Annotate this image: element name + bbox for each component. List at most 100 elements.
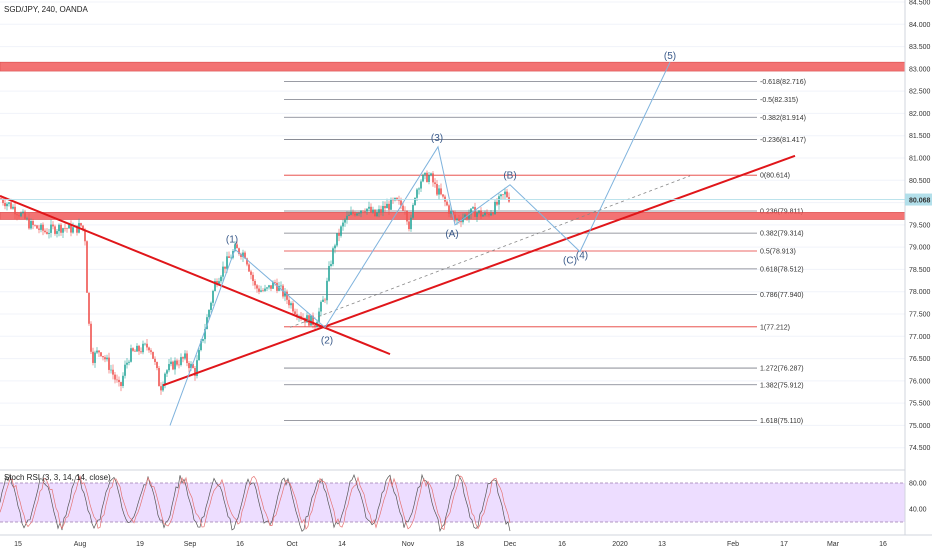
- elliott-waves[interactable]: (1) (2) (3) (A) (B) (C)(4) (5): [169, 51, 676, 426]
- candle-body: [468, 214, 470, 219]
- candle-body: [92, 351, 94, 363]
- candle-body: [452, 210, 454, 215]
- candle-body: [250, 271, 252, 275]
- candle-body: [98, 350, 100, 353]
- candle-body: [106, 357, 108, 360]
- candle-body: [340, 226, 342, 236]
- candle-body: [116, 379, 118, 381]
- candle-body: [412, 204, 414, 218]
- candle-body: [474, 207, 476, 217]
- candle-body: [146, 343, 148, 348]
- time-tick-label: 16: [558, 541, 566, 548]
- candle-body: [432, 173, 434, 183]
- last-price-value: 80.068: [909, 198, 931, 205]
- candle-body: [396, 197, 398, 201]
- candle-body: [240, 253, 242, 257]
- candle-body: [368, 206, 370, 209]
- candle-body: [498, 196, 500, 205]
- candle-body: [158, 368, 160, 387]
- candle-body: [254, 281, 256, 286]
- candle-body: [450, 210, 452, 214]
- candle-body: [402, 205, 404, 211]
- time-tick-label: Aug: [74, 541, 87, 548]
- candle-body: [462, 217, 464, 223]
- candle-body: [160, 386, 162, 391]
- candle-body: [454, 214, 456, 221]
- candle-body: [292, 303, 294, 312]
- candle-body: [206, 317, 208, 330]
- candle-body: [256, 285, 258, 289]
- candle-body: [504, 191, 506, 195]
- candle-body: [270, 285, 272, 289]
- candle-body: [214, 281, 216, 291]
- candle-body: [266, 287, 268, 289]
- candle-body: [132, 348, 134, 351]
- candle-body: [156, 362, 158, 369]
- candle-body: [448, 205, 450, 214]
- chart-title: SGD/JPY, 240, OANDA: [4, 5, 89, 14]
- candle-body: [404, 210, 406, 212]
- candle-body: [344, 219, 346, 223]
- candle-body: [348, 214, 350, 216]
- candle-body: [334, 245, 336, 249]
- candle-body: [94, 352, 96, 363]
- candle-body: [104, 357, 106, 360]
- wave-label: (5): [664, 51, 676, 62]
- price-tick-label: 77.500: [909, 312, 931, 319]
- candle-body: [362, 210, 364, 212]
- price-tick-label: 76.500: [909, 356, 931, 363]
- candle-body: [424, 172, 426, 175]
- candle-body: [80, 223, 82, 226]
- time-tick-label: 18: [456, 541, 464, 548]
- candle-body: [196, 360, 198, 376]
- candle-body: [178, 364, 180, 366]
- candle-body: [338, 233, 340, 236]
- time-tick-label: 19: [136, 541, 144, 548]
- candle-body: [144, 343, 146, 345]
- fib-level-label: 0.382(79.314): [760, 231, 804, 238]
- candle-body: [120, 382, 122, 386]
- candle-body: [342, 222, 344, 227]
- candle-body: [490, 213, 492, 216]
- candle-body: [492, 213, 494, 215]
- candle-body: [204, 329, 206, 340]
- trendlines[interactable]: [0, 154, 796, 387]
- candle-body: [268, 285, 270, 288]
- fib-level-label: 1.272(76.287): [760, 366, 804, 373]
- candle-body: [380, 209, 382, 213]
- candle-body: [34, 225, 36, 226]
- candle-body: [486, 212, 488, 214]
- candle-body: [112, 369, 114, 375]
- fibonacci-retracement[interactable]: -0.618(82.716) -0.5(82.315) -0.382(81.914)…: [284, 79, 806, 425]
- candle-body: [72, 227, 74, 233]
- wave-label: (C): [563, 256, 577, 267]
- fib-level-label: 1.382(75.912): [760, 382, 804, 389]
- candle-body: [358, 213, 360, 215]
- candle-body: [312, 315, 314, 326]
- price-tick-label: 82.500: [909, 89, 931, 96]
- candle-body: [276, 282, 278, 291]
- candle-body: [476, 212, 478, 217]
- candle-body: [352, 211, 354, 214]
- candle-body: [360, 210, 362, 214]
- candle-body: [184, 353, 186, 359]
- candle-body: [194, 368, 196, 376]
- fib-level-label: -0.236(81.417): [760, 137, 806, 144]
- price-tick-label: 76.000: [909, 378, 931, 385]
- candle-body: [102, 356, 104, 358]
- time-tick-label: 2020: [612, 541, 628, 548]
- candle-body: [228, 256, 230, 258]
- candle-body: [272, 282, 274, 289]
- candle-body: [372, 209, 374, 213]
- time-tick-label: 14: [338, 541, 346, 548]
- candle-body: [182, 357, 184, 359]
- candle-body: [438, 188, 440, 195]
- candle-body: [356, 213, 358, 216]
- candle-body: [62, 228, 64, 233]
- candle-body: [286, 291, 288, 300]
- stoch-rsi-pane: 80.00 40.00 Stoch RSI (3, 3, 14, 14, close…: [0, 469, 927, 533]
- time-tick-label: Mar: [827, 541, 840, 548]
- wave-label: (2): [321, 335, 333, 346]
- candle-body: [12, 206, 14, 209]
